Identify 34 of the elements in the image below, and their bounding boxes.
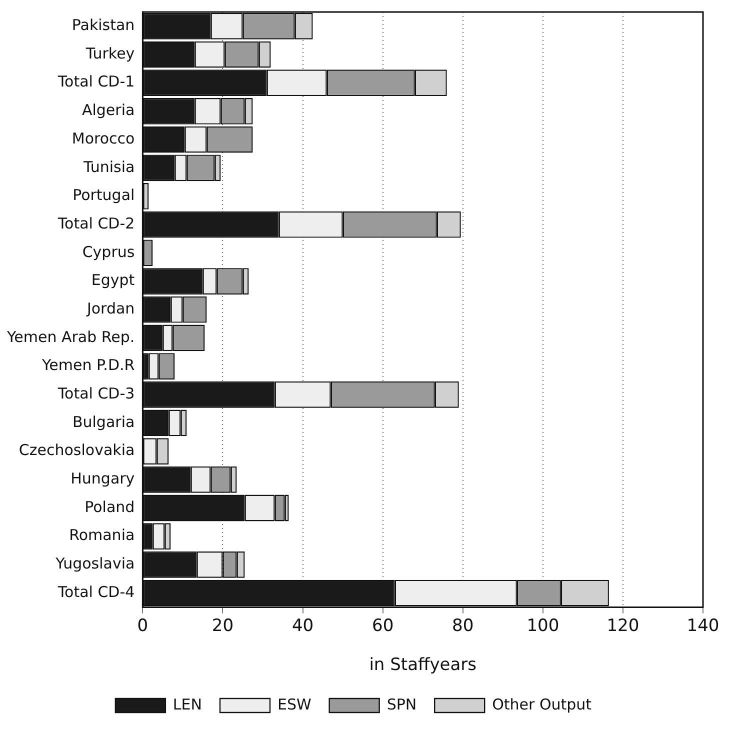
x-tick-label: 40	[292, 616, 314, 636]
y-tick-label: Tunisia	[82, 158, 135, 176]
y-tick-label: Cyprus	[82, 242, 135, 261]
legend-label: ESW	[277, 695, 312, 714]
y-tick-label: Algeria	[82, 101, 135, 120]
x-tick-label: 20	[212, 616, 234, 636]
x-axis-title: in Staffyears	[369, 655, 477, 676]
x-tick-label: 60	[372, 616, 394, 636]
y-tick-label: Yemen Arab Rep.	[6, 328, 135, 346]
legend-label: Other Output	[492, 695, 592, 714]
y-tick-label: Jordan	[86, 299, 135, 318]
y-tick-label: Total CD-3	[56, 384, 135, 403]
y-tick-label: Pakistan	[72, 16, 135, 34]
x-tick-label: 120	[606, 616, 640, 636]
x-tick-label: 140	[686, 616, 720, 636]
y-tick-label: Morocco	[72, 129, 135, 148]
y-tick-label: Turkey	[84, 44, 135, 62]
y-tick-label: Total CD-4	[56, 582, 135, 601]
x-tick-label: 0	[137, 616, 148, 636]
x-tick-label: 80	[452, 616, 474, 636]
y-tick-label: Yemen P.D.R	[40, 356, 135, 374]
legend-label: SPN	[386, 695, 417, 714]
y-tick-label: Yugoslavia	[54, 554, 135, 573]
y-tick-label: Bulgaria	[72, 412, 135, 431]
legend-label: LEN	[172, 695, 202, 714]
y-tick-label: Total CD-2	[56, 214, 135, 232]
y-tick-label: Romania	[69, 526, 135, 544]
y-tick-label: Hungary	[70, 470, 135, 488]
y-tick-label: Portugal	[72, 186, 135, 204]
y-tick-label: Egypt	[91, 271, 135, 290]
x-tick-label: 100	[526, 616, 560, 636]
y-tick-label: Total CD-1	[56, 72, 135, 91]
y-tick-label: Poland	[84, 498, 135, 516]
y-tick-label: Czechoslovakia	[18, 441, 135, 460]
